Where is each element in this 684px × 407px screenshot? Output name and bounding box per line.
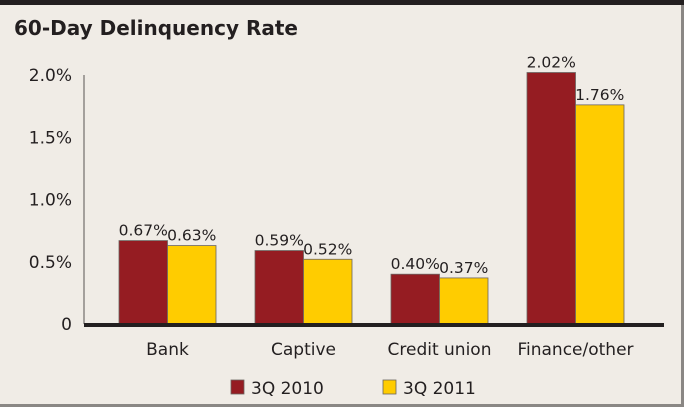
bar-3q-2010 [118, 240, 168, 325]
legend-swatch [382, 379, 397, 395]
x-tick-label: Captive [271, 340, 336, 360]
y-tick-label: 1.0% [29, 191, 72, 211]
data-label: 0.59% [255, 232, 304, 250]
data-label: 0.37% [439, 259, 488, 277]
bar-3q-2010 [390, 273, 440, 325]
x-tick-label: Credit union [388, 340, 492, 360]
data-label: 1.76% [575, 86, 624, 104]
legend-label: 3Q 2010 [251, 379, 324, 399]
data-label: 0.63% [167, 227, 216, 245]
data-label: 0.40% [391, 255, 440, 273]
x-axis-line [84, 323, 664, 327]
data-label: 0.52% [303, 240, 352, 258]
bar-3q-2011 [575, 104, 625, 325]
chart-frame [0, 5, 684, 407]
chart-title: 60-Day Delinquency Rate [14, 16, 298, 40]
x-tick-label: Bank [146, 340, 189, 360]
y-tick-label: 2.0% [29, 66, 72, 86]
y-tick-label: 1.5% [29, 128, 72, 148]
legend-label: 3Q 2011 [403, 379, 476, 399]
x-tick-label: Finance/other [517, 340, 633, 360]
data-label: 0.67% [119, 222, 168, 240]
bar-3q-2011 [167, 245, 217, 325]
bar-3q-2011 [439, 277, 489, 325]
y-tick-label: 0.5% [29, 253, 72, 273]
bar-3q-2010 [254, 250, 304, 325]
bar-3q-2010 [526, 72, 576, 325]
y-tick-label: 0 [61, 315, 72, 335]
top-bar [0, 0, 684, 5]
bar-3q-2011 [303, 258, 353, 325]
legend-swatch [230, 379, 245, 395]
data-label: 2.02% [527, 54, 576, 72]
